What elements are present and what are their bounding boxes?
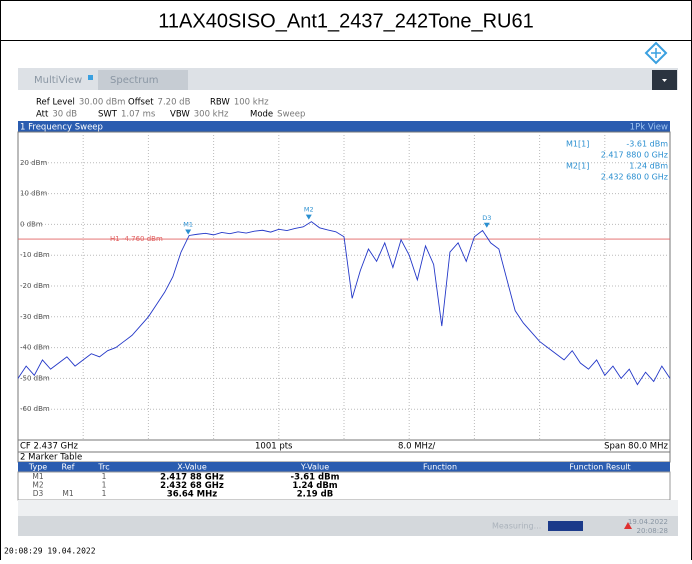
y-tick-label: -60 dBm xyxy=(20,405,50,413)
readout-name: M2[1] xyxy=(566,162,589,171)
settings: Ref Level 30.00 dBm Offset 7.20 dB RBW 100 kH… xyxy=(36,98,305,120)
table-cell: M2 xyxy=(32,481,43,490)
table-cell: M1 xyxy=(32,472,43,481)
column-header: X-Value xyxy=(177,463,207,472)
status-time: 20:08:28 xyxy=(637,527,668,535)
table-cell: 36.64 MHz xyxy=(167,490,217,500)
app-name[interactable]: MultiView xyxy=(34,75,82,86)
tab[interactable] xyxy=(98,70,188,90)
setting-key: SWT xyxy=(98,110,118,120)
y-tick-label: 10 dBm xyxy=(20,190,47,198)
setting-value: 1.07 ms xyxy=(121,110,156,120)
readout-freq: 2.432 680 0 GHz xyxy=(601,173,668,182)
sweep-title: 1 Frequency Sweep xyxy=(20,123,103,133)
table-bar xyxy=(17,451,671,463)
readout-name: M1[1] xyxy=(566,140,589,149)
table-cell: 1.24 dBm xyxy=(292,481,337,491)
points: 1001 pts xyxy=(255,442,293,452)
table-title: 2 Marker Table xyxy=(20,453,82,463)
table-body xyxy=(17,471,671,501)
column-header: Function Result xyxy=(569,463,630,472)
setting-value: 30 dB xyxy=(52,110,77,120)
readout-level: -3.61 dBm xyxy=(626,140,668,149)
marker xyxy=(185,229,192,235)
app-dot xyxy=(88,75,93,80)
threshold-label: H1 -4.760 dBm xyxy=(110,235,163,243)
timestamp: 20:08:29 19.04.2022 xyxy=(4,547,96,556)
setting-value: Sweep xyxy=(277,110,305,120)
setting-key: Mode xyxy=(250,110,273,120)
y-tick-label: -10 dBm xyxy=(20,251,50,259)
title-bar xyxy=(0,0,692,41)
status-state: Measuring... xyxy=(492,522,541,531)
title: 11AX40SISO_Ant1_2437_242Tone_RU61 xyxy=(158,10,533,32)
span: Span 80.0 MHz xyxy=(604,442,668,452)
trace xyxy=(17,221,671,386)
sweep-bar xyxy=(18,121,670,132)
y-tick-label: -20 dBm xyxy=(20,282,50,290)
div: 8.0 MHz/ xyxy=(398,442,435,452)
warning-icon xyxy=(624,522,632,529)
setting-key: Ref Level xyxy=(36,98,75,108)
table-cell: 1 xyxy=(102,489,107,498)
readout-level: 1.24 dBm xyxy=(629,162,668,171)
plot-footer xyxy=(17,439,671,453)
status-gap xyxy=(18,500,678,516)
y-tick-label: 20 dBm xyxy=(20,159,47,167)
trace-label: 1Pk View xyxy=(630,123,668,133)
setting-value: 100 kHz xyxy=(234,98,269,108)
marker-table: Type Ref Trc X-Value Y-Value Function Function… xyxy=(28,463,631,500)
column-header: Y-Value xyxy=(300,463,329,472)
center-freq: CF 2.437 GHz xyxy=(20,442,79,452)
setting-key: VBW xyxy=(170,110,190,120)
setting-value: 30.00 dBm xyxy=(79,98,126,108)
setting-key: Att xyxy=(36,110,49,120)
table-cell: 1 xyxy=(102,472,107,481)
table-cell: D3 xyxy=(33,489,44,498)
menu-icon xyxy=(662,79,667,82)
table-header xyxy=(18,462,670,472)
table-cell: -3.61 dBm xyxy=(291,473,340,483)
column-header: Trc xyxy=(97,463,109,472)
y-tick-label: -30 dBm xyxy=(20,313,50,321)
table-cell: 2.432 68 GHz xyxy=(160,481,224,491)
logo xyxy=(644,41,668,65)
readout-freq: 2.417 880 0 GHz xyxy=(601,151,668,160)
table-cell: M1 xyxy=(62,489,73,498)
table-cell: 1 xyxy=(102,481,107,490)
marker xyxy=(483,222,490,228)
progress xyxy=(548,521,583,531)
y-tick-label: 0 dBm xyxy=(20,220,43,228)
status-bar xyxy=(18,516,678,536)
setting-key: Offset xyxy=(128,98,154,108)
y-tick-label: -40 dBm xyxy=(20,344,50,352)
marker-label: D3 xyxy=(482,214,491,222)
column-header: Type xyxy=(28,463,47,472)
status-date: 19.04.2022 xyxy=(628,518,668,526)
tab-label: Spectrum xyxy=(110,75,158,86)
marker xyxy=(305,214,312,220)
y-tick-label: -50 dBm xyxy=(20,374,50,382)
marker-label: M1 xyxy=(183,221,193,229)
marker-label: M2 xyxy=(304,206,314,214)
table-cell: 2.417 88 GHz xyxy=(160,473,224,483)
setting-key: RBW xyxy=(210,98,230,108)
plot: 20 dBm 10 dBm 0 dBm -10 dBm -20 dBm -30 dBm -4… xyxy=(17,132,671,440)
table-cell: 2.19 dB xyxy=(297,490,334,500)
setting-value: 300 kHz xyxy=(194,110,229,120)
column-header: Ref xyxy=(62,463,75,472)
column-header: Function xyxy=(423,463,457,472)
setting-value: 7.20 dB xyxy=(158,98,191,108)
